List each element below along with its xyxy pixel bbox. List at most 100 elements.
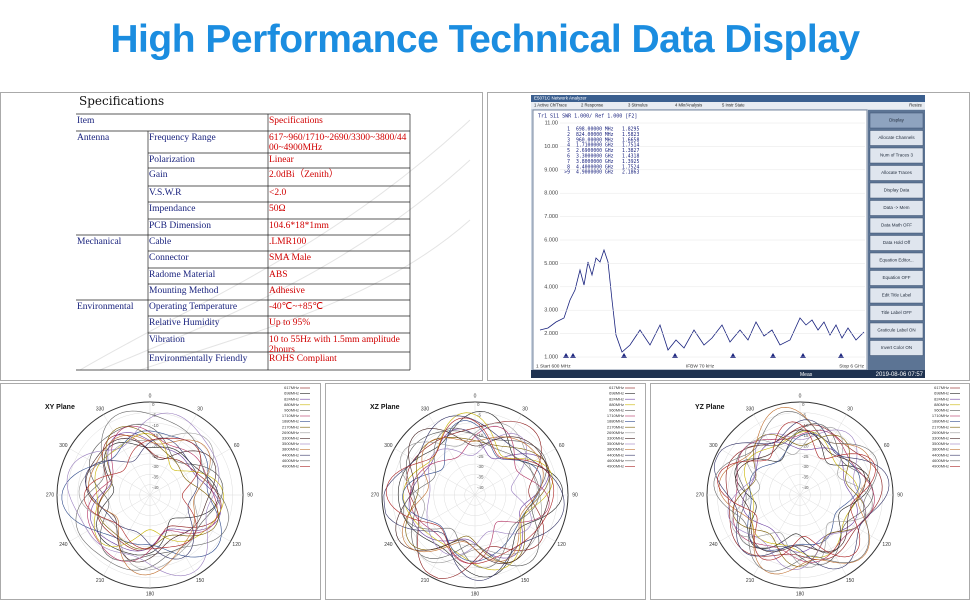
polar-ring-label: -30: [802, 464, 809, 469]
vna-footer: 1 Start 600 MHz: [536, 363, 571, 369]
softkey-label: Equation OFF: [882, 275, 910, 280]
vna-y-tick-label: 3.000: [544, 308, 558, 314]
vna-y-tick-label: 10.00: [544, 144, 558, 150]
vna-footer: IFBW 70 kHz: [686, 363, 715, 369]
polar-curve: [718, 406, 871, 575]
marker-value: 1.7514: [622, 143, 639, 149]
marker-value: 2.1863: [622, 170, 639, 176]
legend-label: 3500MHz: [932, 441, 949, 446]
softkey-label: Num of Traces 3: [880, 153, 914, 158]
polar-curve: [405, 430, 548, 567]
legend-label: 4600MHz: [607, 458, 624, 463]
softkey: [869, 130, 924, 146]
legend-label: 3500MHz: [282, 441, 299, 446]
softkey: [869, 287, 924, 304]
group-name: Environmental: [77, 302, 134, 312]
legend-label: 960MHz: [609, 407, 624, 412]
polar-curve: [66, 412, 220, 577]
marker-id: 1: [567, 127, 570, 133]
polar-angle-label: 180: [796, 591, 805, 597]
legend-label: 3300MHz: [607, 435, 624, 440]
softkey: [869, 340, 924, 356]
polar-curve: [717, 421, 876, 561]
legend-label: 2170MHz: [607, 424, 624, 429]
legend-label: 698MHz: [934, 391, 949, 396]
legend-label: 880MHz: [284, 402, 299, 407]
marker-freq: 824.00000 MHz: [576, 132, 614, 138]
polar-curve: [403, 427, 540, 569]
legend-label: 1880MHz: [282, 419, 299, 424]
marker-freq: 960.00000 MHz: [576, 137, 614, 143]
polar-curve: [75, 410, 229, 571]
softkey: [869, 270, 924, 286]
legend-label: 698MHz: [284, 391, 299, 396]
polar-angle-label: 0: [474, 393, 477, 399]
polar-spoke: [69, 494, 151, 542]
polar-plot: 0 -5 -10 -15 -20 -25 -30 -35 -40 0 30 60 90 120 150 180…: [370, 385, 635, 597]
param-name: V.S.W.R: [149, 188, 182, 198]
param-value: <2.0: [269, 188, 287, 198]
polar-angle-label: 0: [149, 393, 152, 399]
polar-ring-label: -15: [477, 433, 484, 438]
legend-label: 1710MHz: [282, 413, 299, 418]
legend-label: 824MHz: [284, 396, 299, 401]
legend-label: 4400MHz: [932, 452, 949, 457]
vna-y-tick-label: 8.000: [544, 191, 558, 197]
polar-curve: [736, 423, 874, 566]
vna-menu-item: 4 Mkr/Analysis: [675, 103, 702, 108]
polar-curve: [405, 436, 550, 564]
polar-angle-label: 240: [59, 542, 68, 548]
polar-angle-label: 60: [884, 443, 890, 449]
polar-curve: [84, 437, 199, 560]
softkey-label: Invert Color ON: [881, 345, 912, 350]
marker-value: 1.8295: [622, 127, 639, 133]
polar-spoke: [103, 414, 151, 496]
softkey-label: Data Hold Off: [883, 240, 911, 245]
marker-value: 1.3827: [622, 148, 639, 154]
legend-label: 3300MHz: [282, 435, 299, 440]
softkey-label: Edit Title Label: [882, 293, 912, 298]
legend-label: 4900MHz: [607, 463, 624, 468]
polar-curve: [401, 436, 544, 562]
vna-trace: [539, 248, 865, 353]
vna-y-tick-label: 11.00: [545, 120, 558, 126]
polar-angle-label: 120: [882, 542, 891, 548]
param-value: 104.6*18*1mm: [269, 221, 329, 231]
polar-spoke: [474, 414, 522, 496]
legend-label: 3500MHz: [607, 441, 624, 446]
header-cell: Item: [77, 116, 95, 126]
polar-angle-label: 30: [197, 407, 203, 413]
param-name: PCB Dimension: [149, 221, 212, 231]
polar-curve: [383, 415, 565, 581]
polar-curve: [725, 424, 883, 561]
softkey: [869, 165, 924, 181]
marker-value: 1.7524: [622, 164, 639, 170]
param-value: Adhesive: [269, 286, 305, 296]
vna-y-tick-label: 1.000: [544, 354, 558, 360]
page-title: High Performance Technical Data Display: [110, 18, 860, 61]
polar-angle-label: 210: [746, 578, 755, 584]
softkey: [869, 322, 924, 339]
softkey-label: Allocate Channels: [878, 135, 915, 140]
legend-label: 698MHz: [609, 391, 624, 396]
polar-spoke: [474, 494, 522, 576]
polar-spoke: [149, 448, 231, 496]
softkey-label: Data Math OFF: [881, 223, 912, 228]
legend-label: 2170MHz: [282, 424, 299, 429]
param-name: Relative Humidity: [149, 318, 220, 328]
legend-label: 880MHz: [934, 402, 949, 407]
legend-label: 1880MHz: [607, 419, 624, 424]
polar-curve: [87, 425, 218, 562]
param-name: Frequency Range: [149, 133, 216, 143]
group-name: Antenna: [77, 133, 110, 143]
polar-ring-label: -5: [802, 413, 806, 418]
vna-menu-item: 2 Response: [581, 103, 604, 108]
softkey: [869, 200, 924, 216]
polar-ring-label: -15: [152, 433, 159, 438]
vna-y-tick-label: 7.000: [544, 214, 558, 220]
polar-angle-label: 270: [696, 492, 705, 498]
legend-label: 3800MHz: [607, 447, 624, 452]
marker-id: 5: [567, 148, 570, 154]
vna-footer: Stop 6 GHz: [839, 363, 864, 369]
